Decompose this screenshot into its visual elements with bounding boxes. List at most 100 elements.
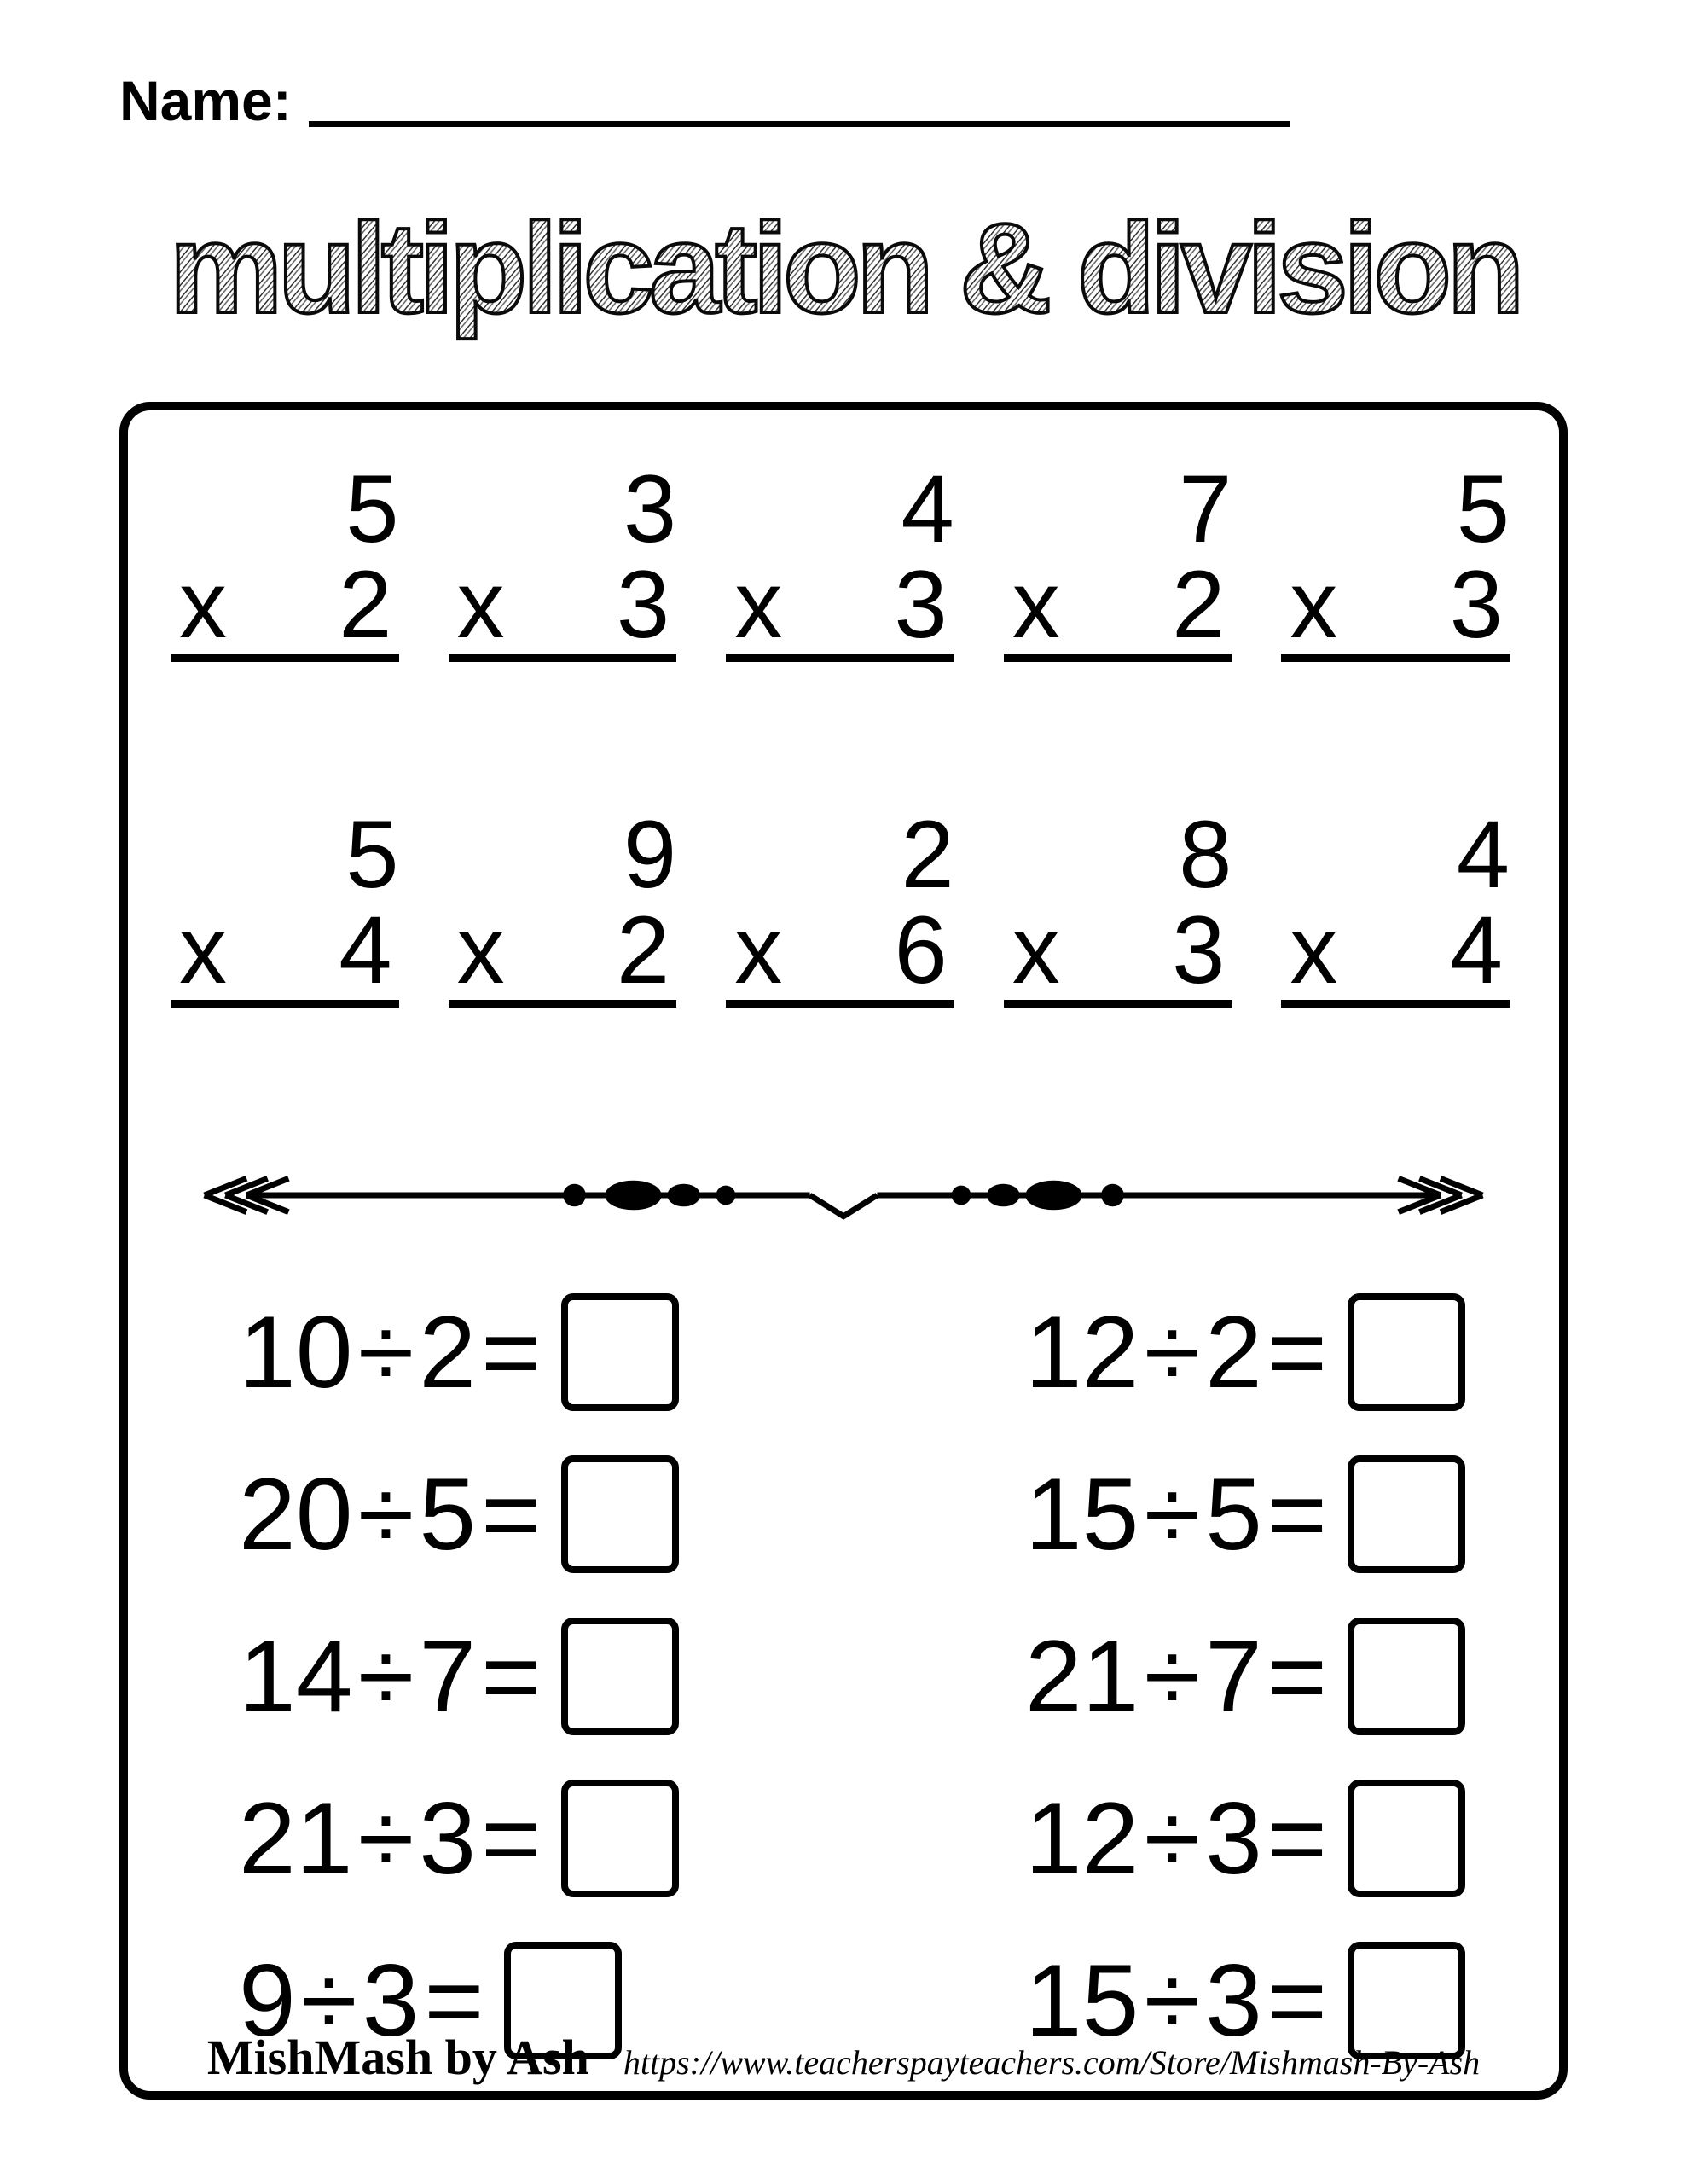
answer-box[interactable] bbox=[561, 1780, 679, 1897]
division-grid: 10÷2=12÷2=20÷5=15÷5=14÷7=21÷7=21÷3=12÷3=… bbox=[171, 1293, 1516, 2059]
mult-bottom-row: x2 bbox=[171, 557, 399, 662]
divide-operator: ÷ bbox=[1144, 1293, 1200, 1411]
multiply-operator: x bbox=[171, 551, 227, 658]
div-dividend: 12 bbox=[1025, 1293, 1139, 1411]
mult-top-number: 9 bbox=[449, 807, 677, 903]
div-divisor: 2 bbox=[1205, 1293, 1262, 1411]
multiply-operator: x bbox=[1004, 897, 1060, 1003]
multiply-operator: x bbox=[1281, 551, 1337, 658]
div-divisor: 5 bbox=[1205, 1455, 1262, 1573]
div-problem[interactable]: 10÷2= bbox=[239, 1293, 838, 1411]
div-dividend: 10 bbox=[239, 1293, 352, 1411]
title-text: multiplication & division bbox=[169, 196, 1519, 340]
mult-bottom-number: 3 bbox=[617, 557, 676, 653]
multiply-operator: x bbox=[171, 897, 227, 1003]
mult-bottom-number: 2 bbox=[617, 903, 676, 998]
div-problem[interactable]: 21÷3= bbox=[239, 1780, 838, 1897]
answer-box[interactable] bbox=[561, 1293, 679, 1411]
div-divisor: 3 bbox=[419, 1780, 476, 1897]
mult-bottom-number: 4 bbox=[1450, 903, 1510, 998]
div-problem[interactable]: 15÷5= bbox=[838, 1455, 1465, 1573]
div-dividend: 15 bbox=[1025, 1455, 1139, 1573]
footer-url: https://www.teacherspayteachers.com/Stor… bbox=[623, 2043, 1480, 2082]
page-title: multiplication & division bbox=[119, 184, 1568, 359]
divide-operator: ÷ bbox=[1144, 1455, 1200, 1573]
div-divisor: 2 bbox=[419, 1293, 476, 1411]
mult-bottom-number: 4 bbox=[339, 903, 398, 998]
mult-bottom-row: x3 bbox=[1281, 557, 1510, 662]
mult-top-number: 5 bbox=[171, 807, 399, 903]
mult-problem[interactable]: 3x3 bbox=[449, 462, 684, 662]
div-problem[interactable]: 21÷7= bbox=[838, 1618, 1465, 1735]
mult-bottom-row: x3 bbox=[1004, 903, 1232, 1008]
multiply-operator: x bbox=[726, 551, 782, 658]
equals-sign: = bbox=[481, 1780, 541, 1897]
mult-problem[interactable]: 5x4 bbox=[171, 807, 406, 1008]
equals-sign: = bbox=[481, 1455, 541, 1573]
mult-bottom-row: x3 bbox=[449, 557, 677, 662]
title-svg: multiplication & division bbox=[119, 184, 1569, 355]
div-dividend: 21 bbox=[1025, 1618, 1139, 1735]
divide-operator: ÷ bbox=[357, 1455, 414, 1573]
divide-operator: ÷ bbox=[357, 1780, 414, 1897]
mult-bottom-number: 3 bbox=[895, 557, 954, 653]
multiply-operator: x bbox=[1281, 897, 1337, 1003]
mult-bottom-row: x2 bbox=[1004, 557, 1232, 662]
div-dividend: 14 bbox=[239, 1618, 352, 1735]
multiplication-grid: 5x23x34x37x25x35x49x22x68x34x4 bbox=[171, 462, 1516, 1008]
mult-top-number: 3 bbox=[449, 462, 677, 557]
div-dividend: 20 bbox=[239, 1455, 352, 1573]
mult-bottom-row: x6 bbox=[726, 903, 954, 1008]
divider-arrow-icon bbox=[188, 1161, 1499, 1229]
divide-operator: ÷ bbox=[357, 1618, 414, 1735]
mult-problem[interactable]: 7x2 bbox=[1004, 462, 1239, 662]
div-problem[interactable]: 20÷5= bbox=[239, 1455, 838, 1573]
footer: MishMash by Ash https://www.teacherspayt… bbox=[128, 2029, 1559, 2086]
section-divider bbox=[188, 1161, 1499, 1234]
mult-top-number: 5 bbox=[1281, 462, 1510, 557]
multiply-operator: x bbox=[449, 551, 505, 658]
mult-top-number: 2 bbox=[726, 807, 954, 903]
answer-box[interactable] bbox=[561, 1455, 679, 1573]
mult-bottom-row: x2 bbox=[449, 903, 677, 1008]
answer-box[interactable] bbox=[1348, 1618, 1465, 1735]
div-problem[interactable]: 12÷2= bbox=[838, 1293, 1465, 1411]
worksheet-box: 5x23x34x37x25x35x49x22x68x34x4 bbox=[119, 402, 1568, 2100]
mult-top-number: 4 bbox=[1281, 807, 1510, 903]
divide-operator: ÷ bbox=[1144, 1780, 1200, 1897]
equals-sign: = bbox=[1267, 1293, 1327, 1411]
mult-top-number: 5 bbox=[171, 462, 399, 557]
mult-problem[interactable]: 5x3 bbox=[1281, 462, 1516, 662]
mult-top-number: 7 bbox=[1004, 462, 1232, 557]
multiply-operator: x bbox=[449, 897, 505, 1003]
multiply-operator: x bbox=[1004, 551, 1060, 658]
mult-problem[interactable]: 9x2 bbox=[449, 807, 684, 1008]
mult-problem[interactable]: 8x3 bbox=[1004, 807, 1239, 1008]
mult-bottom-number: 3 bbox=[1172, 903, 1232, 998]
answer-box[interactable] bbox=[1348, 1780, 1465, 1897]
div-problem[interactable]: 14÷7= bbox=[239, 1618, 838, 1735]
equals-sign: = bbox=[1267, 1618, 1327, 1735]
mult-bottom-row: x4 bbox=[1281, 903, 1510, 1008]
div-problem[interactable]: 12÷3= bbox=[838, 1780, 1465, 1897]
mult-problem[interactable]: 4x3 bbox=[726, 462, 961, 662]
equals-sign: = bbox=[1267, 1455, 1327, 1573]
divide-operator: ÷ bbox=[1144, 1618, 1200, 1735]
name-row: Name: bbox=[119, 68, 1568, 133]
answer-box[interactable] bbox=[1348, 1293, 1465, 1411]
mult-problem[interactable]: 2x6 bbox=[726, 807, 961, 1008]
div-divisor: 7 bbox=[1205, 1618, 1262, 1735]
mult-bottom-number: 6 bbox=[895, 903, 954, 998]
answer-box[interactable] bbox=[561, 1618, 679, 1735]
mult-problem[interactable]: 5x2 bbox=[171, 462, 406, 662]
name-write-line[interactable] bbox=[309, 121, 1290, 127]
mult-bottom-number: 2 bbox=[1172, 557, 1232, 653]
mult-bottom-row: x4 bbox=[171, 903, 399, 1008]
mult-bottom-number: 2 bbox=[339, 557, 398, 653]
divide-operator: ÷ bbox=[357, 1293, 414, 1411]
div-dividend: 12 bbox=[1025, 1780, 1139, 1897]
div-dividend: 21 bbox=[239, 1780, 352, 1897]
answer-box[interactable] bbox=[1348, 1455, 1465, 1573]
mult-bottom-row: x3 bbox=[726, 557, 954, 662]
mult-problem[interactable]: 4x4 bbox=[1281, 807, 1516, 1008]
